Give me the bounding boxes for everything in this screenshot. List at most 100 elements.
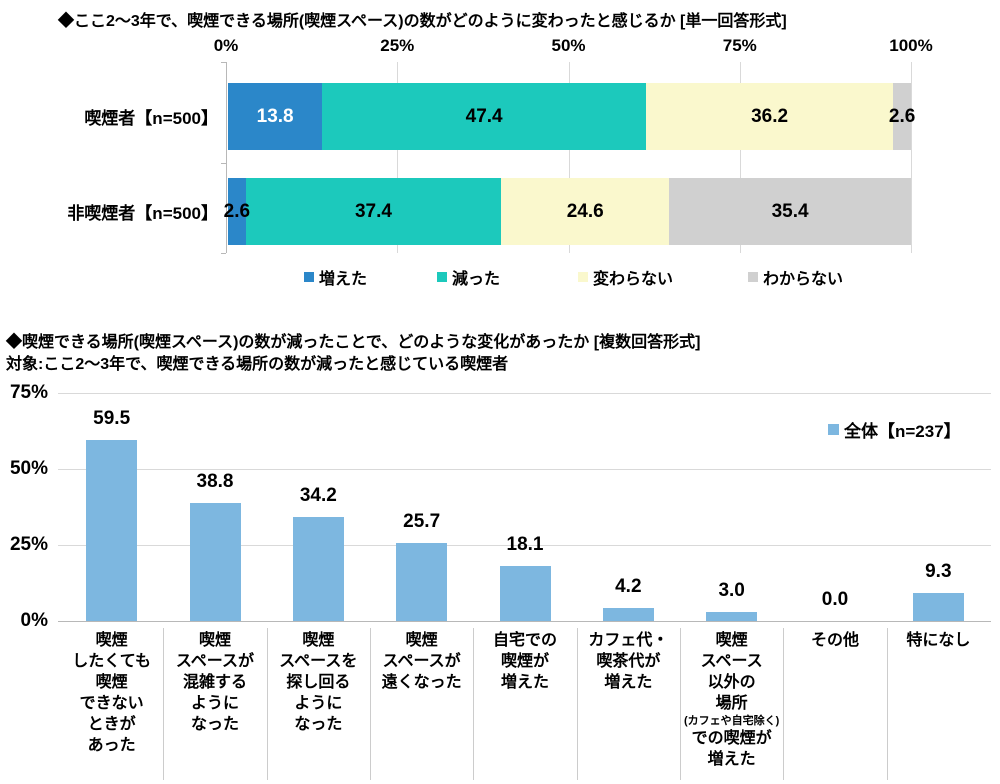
y-axis-tick-label: 50%: [9, 458, 48, 479]
segment-value-label: 2.6: [223, 200, 251, 222]
x-category-label-line: 特になし: [906, 632, 971, 649]
x-category-label: 特になし: [888, 630, 989, 651]
x-category-label-line: 増えた: [707, 751, 756, 768]
chart1-plot: 0% 25% 50% 75% 100% 喫煙者【n=500】 13.8 47.4 36.2 2.6…: [0, 0, 1000, 310]
stacked-segment: [669, 178, 911, 245]
x-category-label-line: なった: [294, 716, 343, 733]
x-axis-line: [58, 621, 991, 622]
y-axis-tick-label: 0%: [20, 610, 48, 631]
gridline-vertical: [569, 62, 570, 253]
x-category-label-line: できない: [79, 695, 144, 712]
category-separator: [886, 628, 888, 780]
chart1-legend-item: 増えた: [304, 268, 368, 288]
x-category-label-line: その他: [810, 632, 859, 649]
legend-label: わからない: [763, 271, 844, 288]
x-category-label-line: 喫煙が: [500, 653, 549, 670]
x-category-label-line: スペースを: [279, 653, 358, 670]
legend-label: 変わらない: [593, 271, 674, 288]
stacked-segment: [322, 83, 646, 150]
x-category-label: 喫煙 スペースが 混雑する ように なった: [164, 630, 265, 735]
x-category-label-line: 喫煙: [715, 632, 748, 649]
stacked-segment: [245, 178, 502, 245]
x-category-label-line: スペースが: [382, 653, 461, 670]
category-separator: [576, 628, 578, 780]
bar-value-label: 3.0: [718, 579, 745, 601]
x-category-label: 喫煙 したくても 喫煙 できない ときが あった: [61, 630, 162, 756]
x-axis-tick-label: 75%: [722, 36, 757, 55]
x-category-label-line: ときが: [87, 716, 136, 733]
bar-value-label: 9.3: [925, 560, 952, 582]
segment-value-label: 24.6: [566, 200, 604, 222]
chart1-legend-item: 変わらない: [578, 268, 674, 288]
x-axis-tick-label: 100%: [889, 36, 933, 55]
chart1-title: ◆ここ2〜3年で、喫煙できる場所(喫煙スペース)の数がどのように変わったと感じる…: [58, 13, 787, 30]
category-separator: [163, 628, 165, 780]
legend-swatch: [304, 272, 314, 282]
x-category-label-line: 喫煙: [95, 632, 128, 649]
segment-value-label: 36.2: [751, 105, 789, 127]
bar-value-label: 38.8: [196, 471, 234, 493]
bar: [602, 608, 654, 621]
legend-swatch: [748, 272, 758, 282]
segment-value-label: 13.8: [256, 105, 294, 127]
category-separator: [370, 628, 371, 780]
x-axis-tick-label: 25%: [380, 36, 415, 55]
x-category-label-line: 喫茶代が: [596, 653, 661, 670]
bar-value-label: 59.5: [93, 408, 131, 430]
segment-value-label: 35.4: [771, 200, 809, 222]
x-category-label-line: 喫煙: [302, 632, 335, 649]
bar-value-label: 0.0: [821, 589, 849, 610]
legend-label: 増えた: [319, 271, 368, 288]
x-category-label: 喫煙 スペース 以外の 場所 (カフェや自宅除く) での喫煙が 増えた: [681, 630, 782, 770]
chart2-legend: 全体【n=237】: [828, 417, 961, 442]
x-category-label-line: ように: [190, 695, 239, 712]
x-category-label-line: スペース: [700, 653, 763, 670]
chart2-title: ◆喫煙できる場所(喫煙スペース)の数が減ったことで、どのような変化があったか […: [6, 334, 701, 351]
x-axis-tick-label: 0%: [213, 36, 239, 55]
x-category-label-line: 以外の: [707, 674, 756, 691]
bar-value-label: 4.2: [615, 576, 642, 598]
chart2-subtitle: 対象:ここ2〜3年で、喫煙できる場所の数が減ったと感じている喫煙者: [6, 356, 509, 373]
x-category-label-line: なった: [190, 716, 239, 733]
gridline-vertical: [911, 62, 912, 253]
bar: [706, 611, 758, 621]
stacked-segment: [501, 178, 670, 245]
category-separator: [266, 628, 268, 780]
x-category-label-line: 探し回る: [286, 674, 351, 691]
category-separator: [473, 628, 475, 780]
category-separator: [680, 628, 681, 780]
x-category-label: 喫煙スペースを探し回るようになった: [268, 630, 369, 735]
bar: [292, 517, 344, 621]
chart1-legend-item: わからない: [748, 268, 844, 288]
category-label: 非喫煙者【n=500】: [67, 204, 218, 223]
bar: [189, 503, 241, 621]
category-label: 喫煙者【n=500】: [84, 109, 218, 128]
gridline-horizontal: [58, 393, 991, 394]
x-axis-tick-label: 50%: [551, 36, 586, 55]
x-category-label-line: (カフェや自宅除く): [683, 715, 780, 727]
x-category-label-line: カフェ代・: [588, 632, 669, 649]
stacked-segment: [645, 83, 894, 150]
legend-swatch: [578, 272, 588, 282]
gridline-vertical: [397, 62, 398, 253]
bar-value-label: 18.1: [506, 533, 544, 555]
x-category-label-line: 場所: [715, 695, 748, 712]
legend-swatch: [437, 272, 447, 282]
bar-value-label: 25.7: [403, 510, 441, 532]
x-category-label-line: ように: [294, 695, 343, 712]
x-category-label-line: したくても: [72, 653, 152, 670]
gridline-horizontal: [58, 469, 991, 470]
y-axis-line: [226, 62, 227, 253]
x-category-label-line: 増えた: [500, 674, 549, 691]
x-category-label: カフェ代・ 喫茶代が 増えた: [578, 630, 679, 693]
y-axis-tick-label: 25%: [9, 534, 48, 555]
gridline-vertical: [740, 62, 741, 253]
bar-value-label: 34.2: [299, 485, 337, 507]
x-category-label-line: 混雑する: [182, 674, 247, 691]
stacked-segment: [893, 83, 911, 150]
axis-tick: [221, 253, 226, 254]
x-category-label-line: 自宅での: [492, 632, 557, 649]
segment-value-label: 2.6: [888, 105, 916, 127]
x-category-label-line: 喫煙: [198, 632, 231, 649]
